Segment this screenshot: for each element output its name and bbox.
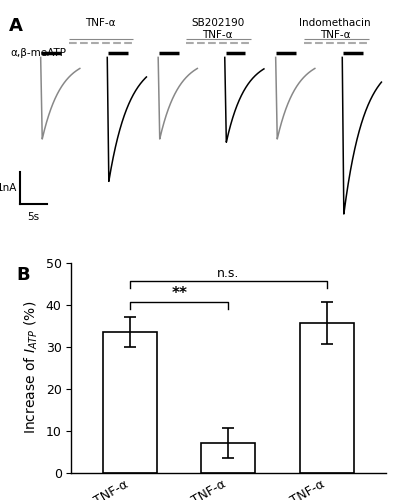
Text: Indomethacin: Indomethacin: [299, 18, 371, 28]
Text: B: B: [16, 266, 30, 284]
Text: A: A: [9, 16, 23, 34]
Text: 1nA: 1nA: [0, 183, 17, 193]
Y-axis label: Increase of $I_{ATP}$ (%): Increase of $I_{ATP}$ (%): [23, 301, 40, 434]
Text: SB202190: SB202190: [191, 18, 244, 28]
Bar: [299, 324, 354, 472]
Text: TNF-α: TNF-α: [320, 30, 350, 40]
Bar: [202, 443, 255, 472]
Text: **: **: [171, 286, 187, 300]
Bar: [103, 332, 157, 472]
Text: TNF-α: TNF-α: [85, 18, 115, 28]
Text: n.s.: n.s.: [217, 266, 239, 280]
Text: TNF-α: TNF-α: [202, 30, 233, 40]
Text: 5s: 5s: [28, 212, 40, 222]
Text: α,β-meATP: α,β-meATP: [10, 48, 66, 58]
